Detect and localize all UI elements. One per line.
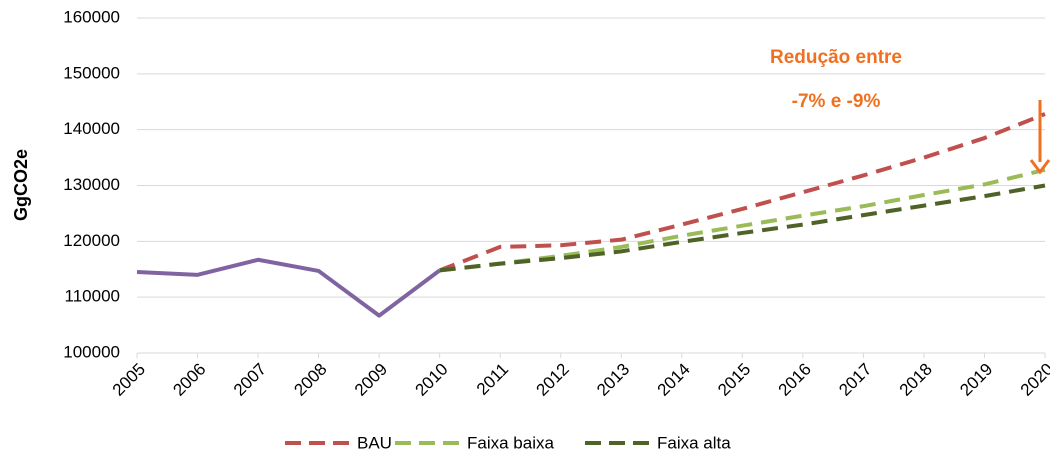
x-tick-label: 2006: [169, 360, 209, 400]
x-tick-label: 2018: [896, 360, 936, 400]
legend-label: BAU: [357, 433, 392, 452]
y-tick-label: 110000: [65, 287, 120, 306]
x-tick-label: 2017: [835, 360, 875, 400]
y-tick-label: 150000: [63, 63, 120, 82]
arrow-head: [1029, 159, 1050, 175]
x-tick-label: 2011: [473, 360, 512, 399]
y-axis-label: GgCO2e: [11, 149, 31, 221]
legend-label: Faixa alta: [657, 433, 731, 452]
x-tick-label: 2013: [593, 360, 633, 400]
series-line: [439, 167, 1046, 273]
series-line: [136, 257, 441, 318]
series-line: [439, 183, 1046, 273]
x-tick-label: 2019: [956, 360, 996, 400]
x-tick-label: 2008: [290, 360, 330, 400]
series-line: [438, 112, 1046, 273]
y-tick-label: 120000: [63, 231, 120, 250]
x-tick-label: 2015: [714, 360, 754, 400]
y-tick-label: 100000: [63, 342, 120, 361]
x-tick-label: 2020: [1017, 360, 1050, 400]
y-tick-label: 130000: [63, 175, 120, 194]
x-tick-label: 2007: [230, 360, 270, 400]
y-tick-label: 160000: [63, 7, 120, 26]
legend-label: Faixa baixa: [467, 433, 554, 452]
y-tick-label: 140000: [63, 119, 120, 138]
x-tick-label: 2009: [351, 360, 391, 400]
x-tick-label: 2005: [109, 360, 149, 400]
annotation: Redução entre: [770, 47, 902, 68]
annotation: -7% e -9%: [792, 91, 881, 112]
x-tick-label: 2016: [775, 360, 815, 400]
x-tick-label: 2012: [533, 360, 573, 400]
x-tick-label: 2010: [411, 360, 451, 400]
x-tick-label: 2014: [654, 360, 694, 400]
